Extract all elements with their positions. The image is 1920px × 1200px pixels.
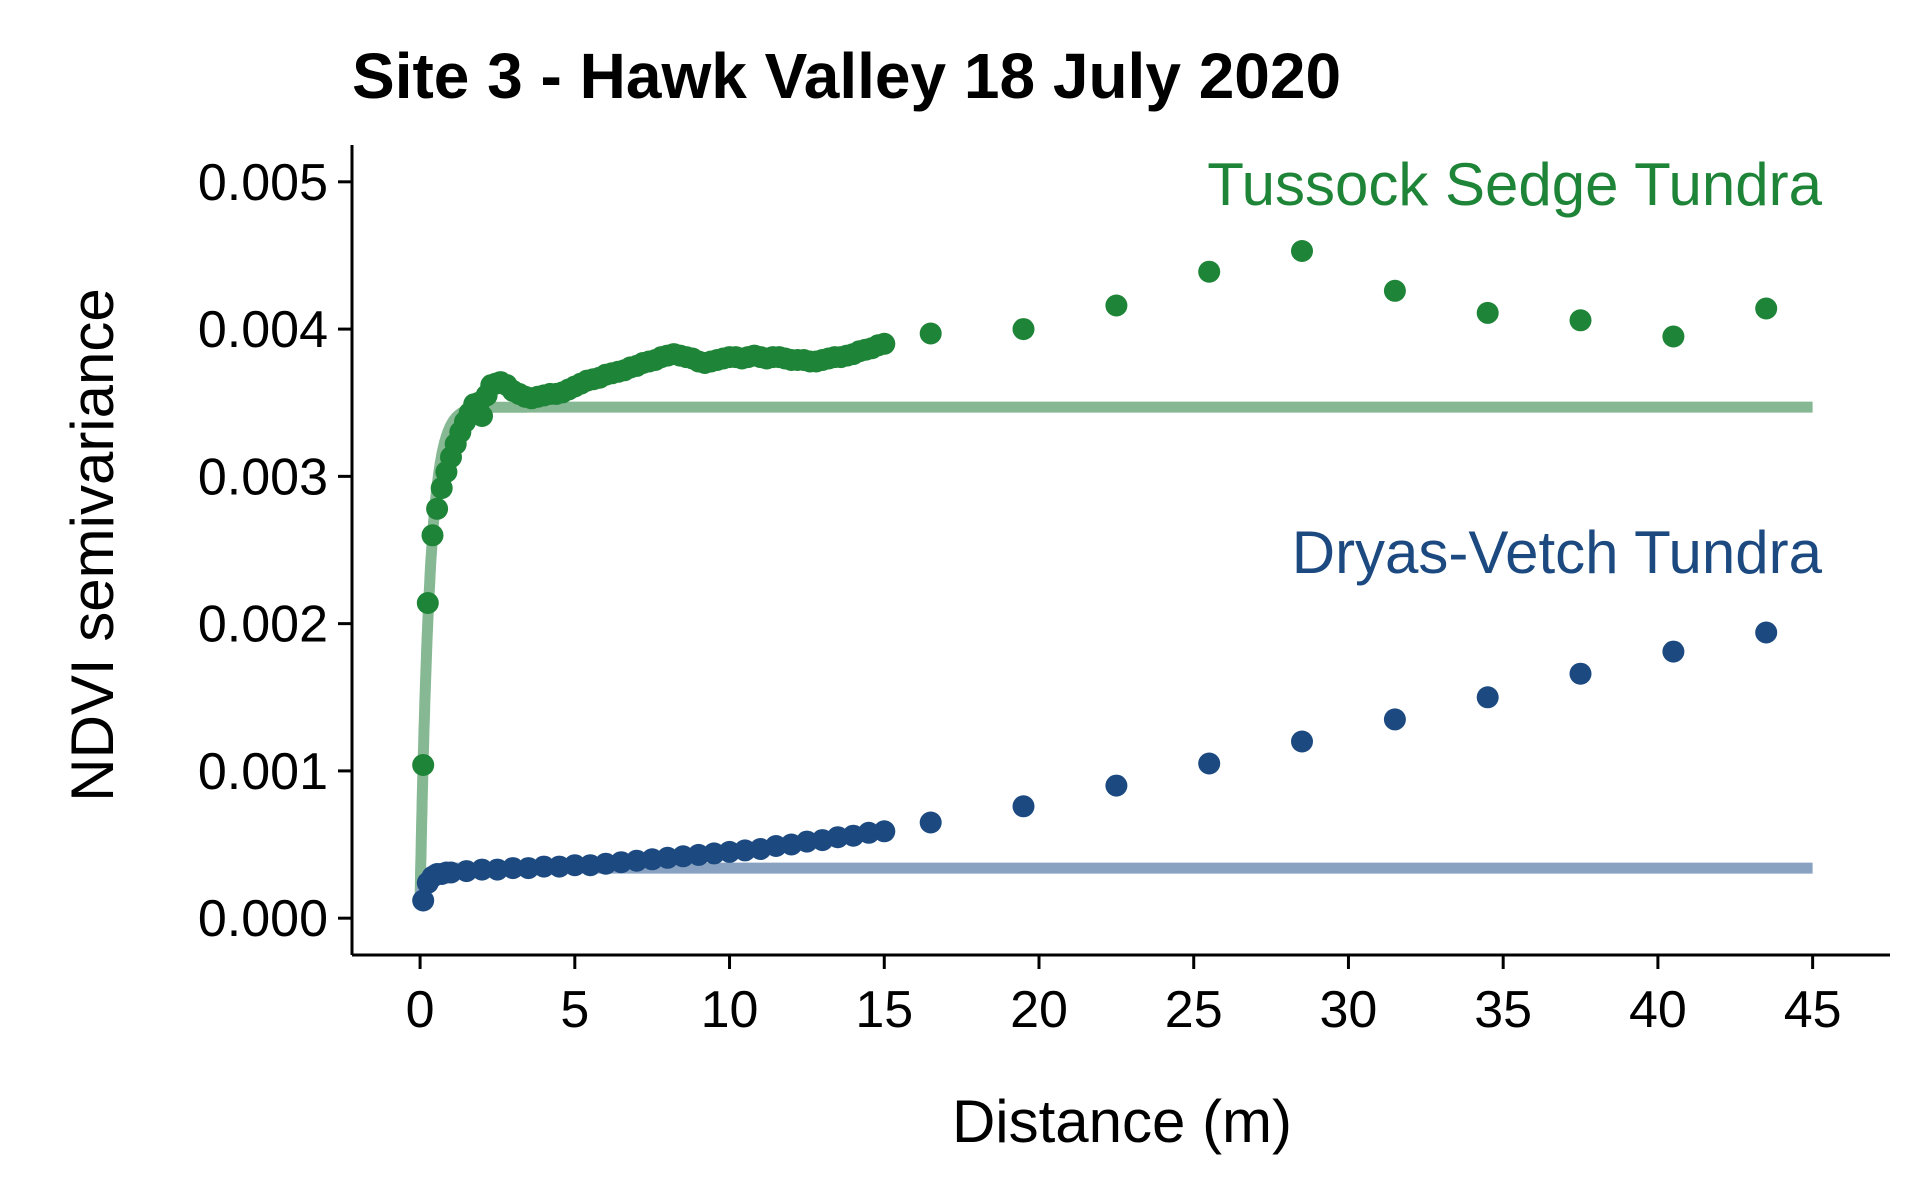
point-dryas-vetch-tundra [532, 855, 555, 878]
point-dryas-vetch-tundra [412, 889, 435, 912]
point-tussock-sedge-tundra [1198, 260, 1221, 283]
y-axis-label: NDVI semivariance [59, 288, 126, 802]
x-tick-label: 0 [406, 981, 435, 1039]
annotation-tussock-sedge-tundra: Tussock Sedge Tundra [1207, 151, 1822, 218]
point-dryas-vetch-tundra [1755, 621, 1778, 644]
point-tussock-sedge-tundra [1662, 325, 1685, 348]
x-tick-label: 25 [1165, 981, 1223, 1039]
point-dryas-vetch-tundra [1012, 795, 1035, 818]
y-tick-label: 0.002 [198, 596, 328, 654]
y-tick-label: 0.001 [198, 743, 328, 801]
point-dryas-vetch-tundra [1105, 774, 1128, 797]
x-tick-label: 15 [855, 981, 913, 1039]
point-tussock-sedge-tundra [1476, 301, 1499, 324]
point-dryas-vetch-tundra [1383, 708, 1406, 731]
point-tussock-sedge-tundra [1291, 240, 1313, 262]
y-ticks: 0.000 0.001 0.002 0.003 0.004 0.005 [198, 154, 352, 948]
fit-curves [414, 401, 1814, 906]
point-tussock-sedge-tundra [412, 754, 435, 776]
fit-curve-dryas-vetch-tundra [414, 862, 1814, 906]
point-dryas-vetch-tundra [1662, 640, 1685, 663]
annotation-dryas-vetch-tundra: Dryas-Vetch Tundra [1292, 519, 1823, 586]
point-dryas-vetch-tundra [919, 811, 942, 834]
x-tick-label: 45 [1784, 981, 1842, 1039]
y-tick-label: 0.000 [198, 890, 328, 948]
x-axis-label: Distance (m) [952, 1088, 1292, 1155]
fit-curve-tussock-sedge-tundra [414, 401, 1814, 906]
x-tick-label: 40 [1629, 981, 1687, 1039]
point-dryas-vetch-tundra [1476, 686, 1499, 709]
point-tussock-sedge-tundra [1383, 279, 1406, 302]
point-dryas-vetch-tundra [1198, 752, 1221, 775]
x-tick-label: 10 [701, 981, 759, 1039]
point-tussock-sedge-tundra [1105, 294, 1128, 317]
point-dryas-vetch-tundra [471, 858, 493, 881]
point-tussock-sedge-tundra [1755, 297, 1778, 320]
y-tick-label: 0.003 [198, 448, 328, 506]
axes: 0 5 10 15 20 25 30 35 40 45 0.0000.0010.0020.0030… [198, 145, 1890, 1039]
data-points [412, 240, 1778, 912]
point-dryas-vetch-tundra [1569, 662, 1592, 685]
x-tick-label: 30 [1320, 981, 1378, 1039]
x-tick-label: 20 [1010, 981, 1068, 1039]
x-tick-label: 5 [560, 981, 589, 1039]
x-tick-label: 35 [1474, 981, 1532, 1039]
x-ticks: 0 5 10 15 20 25 30 35 40 45 [406, 955, 1842, 1039]
point-tussock-sedge-tundra [426, 497, 449, 520]
point-dryas-vetch-tundra [1291, 730, 1313, 753]
y-tick-label: 0.004 [198, 301, 328, 359]
point-tussock-sedge-tundra [1569, 309, 1592, 332]
point-tussock-sedge-tundra [873, 332, 896, 355]
chart-title: Site 3 - Hawk Valley 18 July 2020 [352, 40, 1341, 112]
point-tussock-sedge-tundra [919, 322, 942, 345]
point-dryas-vetch-tundra [873, 820, 896, 843]
point-tussock-sedge-tundra [416, 592, 439, 614]
y-tick-label: 0.005 [198, 154, 328, 212]
point-tussock-sedge-tundra [1012, 318, 1035, 341]
point-tussock-sedge-tundra [421, 524, 444, 547]
point-tussock-sedge-tundra [471, 405, 493, 427]
point-dryas-vetch-tundra [501, 857, 524, 880]
point-dryas-vetch-tundra [563, 854, 586, 877]
